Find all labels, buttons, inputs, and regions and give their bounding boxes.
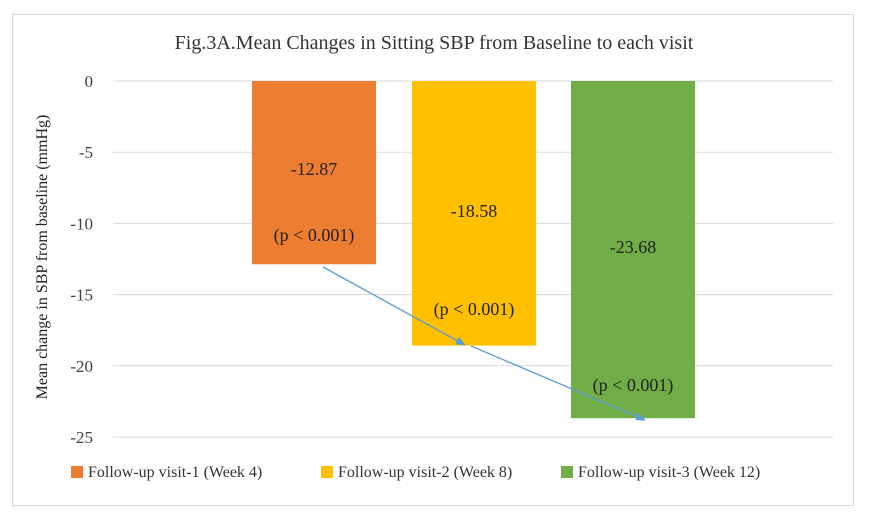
y-axis-ticks: 0 -5 -10 -15 -20 -25 — [70, 72, 93, 447]
p-value-label-2: (p < 0.001) — [434, 299, 515, 320]
legend-swatch-3 — [561, 466, 573, 478]
y-tick-label-5: -25 — [70, 428, 93, 447]
value-label-3: -23.68 — [610, 237, 657, 257]
trend-arrow-1 — [322, 266, 466, 346]
legend: Follow-up visit-1 (Week 4) Follow-up visi… — [71, 464, 760, 481]
legend-label-2: Follow-up visit-2 (Week 8) — [338, 464, 512, 481]
bars — [252, 81, 695, 419]
y-tick-label-0: 0 — [85, 72, 94, 91]
chart-frame: Fig.3A.Mean Changes in Sitting SBP from … — [12, 14, 854, 506]
legend-label-3: Follow-up visit-3 (Week 12) — [578, 464, 760, 481]
y-tick-label-4: -20 — [70, 357, 93, 376]
y-axis-label: Mean change in SBP from baseline (mmHg) — [34, 115, 51, 400]
trend-arrow-2 — [470, 345, 646, 421]
bar-3 — [571, 81, 695, 419]
legend-swatch-2 — [321, 466, 333, 478]
bar-1 — [252, 81, 376, 265]
y-tick-label-3: -15 — [70, 286, 93, 305]
p-value-label-1: (p < 0.001) — [274, 225, 355, 246]
y-tick-label-2: -10 — [70, 214, 93, 233]
y-tick-label-1: -5 — [79, 143, 93, 162]
value-label-2: -18.58 — [451, 201, 498, 221]
data-labels: -12.87 (p < 0.001) -18.58 (p < 0.001) -23.68… — [274, 159, 674, 396]
legend-label-1: Follow-up visit-1 (Week 4) — [88, 464, 262, 481]
legend-swatch-1 — [71, 466, 83, 478]
p-value-label-3: (p < 0.001) — [593, 375, 674, 396]
bar-2 — [412, 81, 536, 346]
value-label-1: -12.87 — [291, 159, 338, 179]
chart-title: Fig.3A.Mean Changes in Sitting SBP from … — [175, 32, 694, 54]
bar-chart: Fig.3A.Mean Changes in Sitting SBP from … — [34, 32, 833, 481]
trend-arrows — [322, 266, 646, 421]
